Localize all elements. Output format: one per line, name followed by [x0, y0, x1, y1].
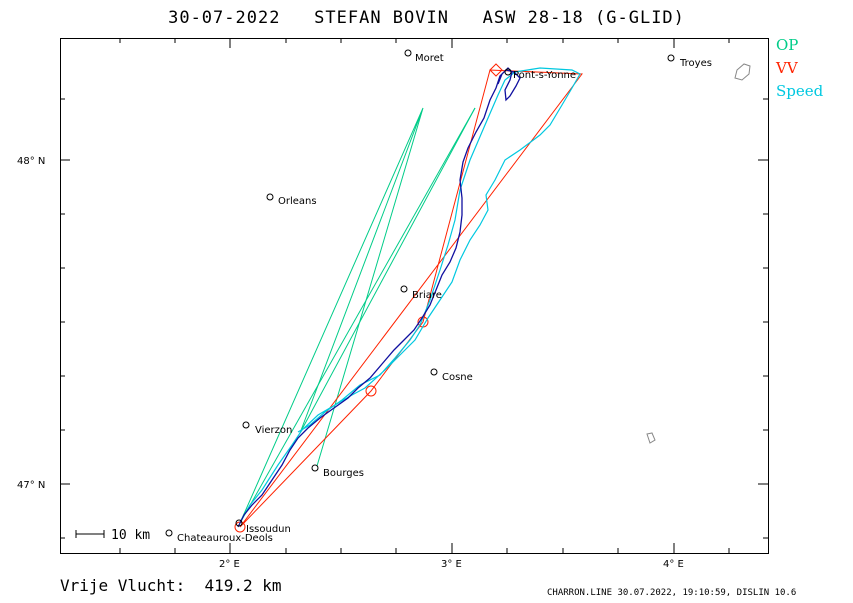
legend: OP VV Speed	[776, 34, 823, 103]
tick-marks	[60, 38, 768, 553]
lake-outline-east	[734, 63, 751, 81]
lon-tick-2e: 2° E	[219, 559, 240, 570]
free-flight-distance: Vrije Vlucht: 419.2 km	[60, 576, 282, 595]
town-cosne: Cosne	[442, 372, 473, 383]
town-bourges: Bourges	[323, 468, 364, 479]
lat-tick-47n: 47° N	[17, 480, 45, 491]
town-issoudun: Issoudun	[246, 524, 291, 535]
speed-trace	[239, 67, 581, 523]
legend-speed: Speed	[776, 82, 824, 100]
lake-outline-south	[646, 432, 656, 444]
footer-info: CHARRON.LINE 30.07.2022, 19:10:59, DISLI…	[547, 588, 797, 598]
flight-trace	[237, 67, 521, 528]
map-title: 30-07-2022 STEFAN BOVIN ASW 28-18 (G-GLI…	[168, 8, 685, 28]
town-troyes: Troyes	[679, 58, 712, 69]
town-moret: Moret	[415, 53, 444, 64]
town-chateauroux-deols: Chateauroux-Deols	[177, 533, 273, 544]
scale-bar-label: 10 km	[111, 528, 150, 543]
lon-tick-3e: 3° E	[441, 559, 462, 570]
town-pont-s-yonne: Pont-s-Yonne	[513, 70, 576, 81]
lon-tick-4e: 4° E	[663, 559, 684, 570]
legend-op: OP	[776, 36, 799, 54]
scale-bar	[75, 530, 105, 538]
town-markers	[165, 49, 675, 537]
town-briare: Briare	[412, 290, 442, 301]
town-orleans: Orleans	[278, 196, 317, 207]
town-vierzon: Vierzon	[255, 425, 292, 436]
vv-task-lines	[234, 63, 583, 533]
map-frame	[60, 38, 769, 554]
lat-tick-48n: 48° N	[17, 156, 45, 167]
legend-vv: VV	[776, 59, 798, 77]
op-task-lines	[239, 107, 476, 524]
